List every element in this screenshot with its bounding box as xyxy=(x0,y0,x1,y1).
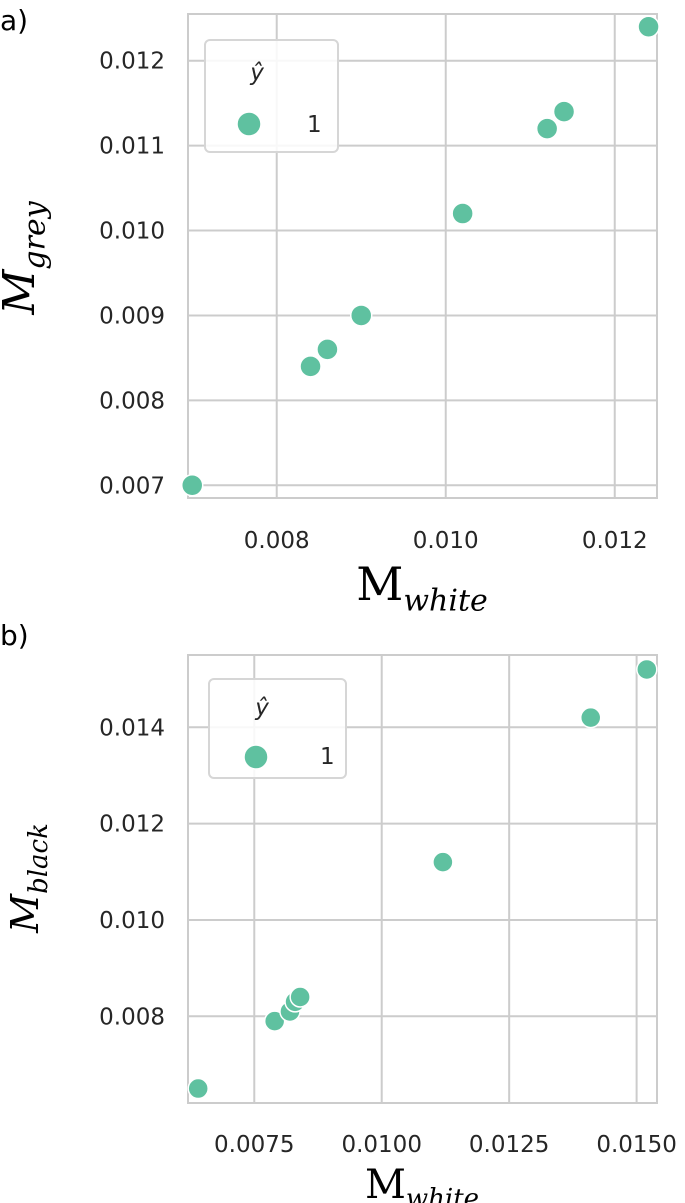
data-point xyxy=(289,986,311,1008)
x-tick-label: 0.010 xyxy=(413,528,479,554)
plot-frame xyxy=(187,654,658,1104)
plot-frame xyxy=(187,13,658,499)
data-point xyxy=(316,338,339,361)
y-axis-label: Mblack xyxy=(3,823,54,934)
y-tick-label: 0.010 xyxy=(99,219,165,245)
y-tick-label: 0.008 xyxy=(99,388,165,414)
legend: ŷ1 xyxy=(208,678,347,779)
y-tick-label: 0.008 xyxy=(99,1004,165,1030)
chart-panel-b: b) 0.0075 0.0100 0.0125 0.0150 0.008 0.010 0.01… xyxy=(0,619,677,1203)
legend-entry-label: 1 xyxy=(307,112,322,138)
y-axis-label: Mgrey xyxy=(0,200,53,315)
x-tick-label: 0.012 xyxy=(582,528,648,554)
y-tick-label: 0.011 xyxy=(99,134,165,160)
y-tick-label: 0.007 xyxy=(99,473,165,499)
panel-label: a) xyxy=(0,4,28,37)
data-point xyxy=(349,304,373,327)
legend: ŷ1 xyxy=(204,39,339,153)
legend-marker xyxy=(243,744,269,770)
data-point xyxy=(299,355,322,378)
x-tick-label: 0.008 xyxy=(244,528,310,554)
x-tick-label: 0.0100 xyxy=(341,1132,421,1158)
panel-label: b) xyxy=(0,619,29,652)
x-tick-label: 0.0125 xyxy=(469,1132,549,1158)
legend-title: ŷ xyxy=(254,695,269,721)
data-point xyxy=(579,706,602,729)
data-point xyxy=(180,474,204,497)
legend-entry-label: 1 xyxy=(320,744,335,770)
x-tick-label: 0.0150 xyxy=(596,1132,676,1158)
x-axis-label: Mwhite xyxy=(365,1162,479,1203)
data-point xyxy=(552,100,576,123)
data-point xyxy=(451,202,474,225)
x-axis-label: Mwhite xyxy=(356,557,488,619)
data-point xyxy=(535,117,559,140)
data-point xyxy=(187,1077,209,1100)
data-point xyxy=(636,658,658,681)
chart-panel-a: a) 0.008 0.010 0.012 0.007 0.008 0.009 0.010 0.0… xyxy=(0,4,660,619)
y-tick-label: 0.012 xyxy=(99,49,165,75)
data-point xyxy=(263,1010,286,1032)
data-point xyxy=(637,15,660,38)
legend-title: ŷ xyxy=(249,60,264,86)
y-tick-label: 0.010 xyxy=(99,908,165,934)
y-tick-label: 0.014 xyxy=(99,715,165,741)
legend-marker xyxy=(236,111,262,137)
x-tick-label: 0.0075 xyxy=(214,1132,294,1158)
data-point xyxy=(432,851,454,873)
legend-box xyxy=(208,678,347,779)
y-tick-label: 0.009 xyxy=(99,303,165,329)
y-tick-label: 0.012 xyxy=(99,812,165,838)
